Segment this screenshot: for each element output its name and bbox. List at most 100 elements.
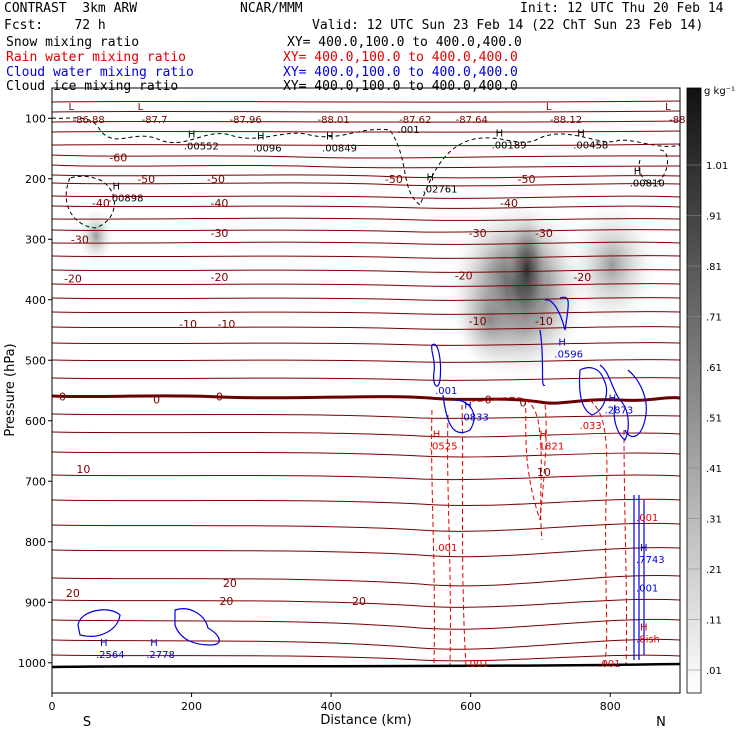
field-xy-snow: XY= 400.0,100.0 to 400.0,400.0 <box>287 35 522 50</box>
contour-value: .001 <box>598 659 620 670</box>
high-marker: H <box>150 638 158 649</box>
contour-value: .001 <box>466 659 488 670</box>
high-marker: H <box>464 401 472 412</box>
x-tick-label: 200 <box>181 700 202 713</box>
contour-value: .033 <box>580 421 602 432</box>
y-tick-label: 600 <box>25 415 46 428</box>
high-value: .2778 <box>146 650 175 661</box>
rain-water-contours <box>431 396 628 669</box>
isotherm-label: 20 <box>219 595 233 608</box>
valid-time: Valid: 12 UTC Sun 23 Feb 14 (22 ChT Sun … <box>312 18 704 33</box>
colorbar-label: .91 <box>706 212 722 223</box>
high-marker: H <box>326 131 334 142</box>
x-tick-label: 800 <box>600 700 621 713</box>
contour-value: .001 <box>636 583 658 594</box>
isotherm-label: -30 <box>469 227 487 240</box>
colorbar-label: .31 <box>706 515 722 526</box>
high-marker: H <box>577 128 585 139</box>
isotherm-label: -50 <box>137 173 155 186</box>
y-tick-label: 900 <box>25 596 46 609</box>
y-tick-label: 800 <box>25 536 46 549</box>
high-value: .00898 <box>109 194 144 205</box>
isotherms <box>52 100 680 662</box>
high-marker: H <box>634 167 642 178</box>
colorbar-ramp <box>686 87 702 694</box>
low-value: -87.62 <box>399 115 431 126</box>
isotherm-label: 10 <box>537 466 551 479</box>
colorbar-label: .81 <box>706 262 722 273</box>
high-marker: H <box>609 393 617 404</box>
high-marker: H <box>188 130 196 141</box>
isotherm-label: -10 <box>535 315 553 328</box>
isotherm-label: -20 <box>455 270 473 283</box>
high-marker: H <box>540 430 548 441</box>
high-value: .0096 <box>253 143 282 154</box>
plot-area <box>52 100 680 669</box>
colorbar-label: .21 <box>706 565 722 576</box>
isotherm-label: 0 <box>59 391 66 404</box>
high-marker: H <box>100 638 108 649</box>
high-value: .00810 <box>630 179 665 190</box>
field-label-cloud-water: Cloud water mixing ratio <box>6 65 194 80</box>
high-value: .0525 <box>429 442 458 453</box>
y-tick-label: 200 <box>25 173 46 186</box>
y-tick-label: 700 <box>25 475 46 488</box>
isotherm-label: -30 <box>71 233 89 246</box>
low-value: -87.7 <box>142 115 168 126</box>
isotherm-label: -60 <box>109 152 127 165</box>
colorbar-label: .61 <box>706 363 722 374</box>
field-label-cloud-ice: Cloud ice mixing ratio <box>6 79 179 94</box>
low-value: -87.64 <box>456 115 488 126</box>
contour-value: .001 <box>397 125 419 136</box>
low-marker: L <box>665 102 671 113</box>
y-tick-label: 300 <box>25 233 46 246</box>
high-marker: H <box>640 623 648 634</box>
low-marker: L <box>546 102 552 113</box>
high-value: .00552 <box>184 142 219 153</box>
isotherm-label: -10 <box>217 318 235 331</box>
isotherm-label: 20 <box>352 595 366 608</box>
colorbar-label: 1.01 <box>706 161 728 172</box>
colorbar-label: .71 <box>706 313 722 324</box>
contour-value: .001 <box>636 513 658 524</box>
chart-title: CONTRAST 3km ARW <box>4 1 138 16</box>
y-tick-label: 400 <box>25 294 46 307</box>
colorbar-label: .51 <box>706 414 722 425</box>
colorbar-label: .41 <box>706 464 722 475</box>
contour-value: .001 <box>435 386 457 397</box>
high-value: .0833 <box>460 413 489 424</box>
x-tick-label: 600 <box>460 700 481 713</box>
cloud-water-contours <box>77 296 647 660</box>
isotherm-label: -30 <box>535 227 553 240</box>
y-tick-label: 1000 <box>18 657 46 670</box>
isotherm-label: -40 <box>92 197 110 210</box>
plot-frame <box>51 87 681 694</box>
high-value: .00458 <box>573 140 608 151</box>
ground-line <box>52 662 680 669</box>
high-value: .1821 <box>536 442 565 453</box>
high-marker: H <box>113 182 121 193</box>
low-marker: L <box>69 102 75 113</box>
forecast-hour: Fcst: 72 h <box>4 18 106 33</box>
high-marker: H <box>496 128 504 139</box>
isotherm-label: -10 <box>469 315 487 328</box>
low-value: -86.88 <box>73 115 105 126</box>
low-value: -87.96 <box>230 115 262 126</box>
high-value: .00849 <box>322 143 357 154</box>
field-xy-rain: XY= 400.0,100.0 to 400.0,400.0 <box>283 50 518 65</box>
isotherm-label: -50 <box>518 173 536 186</box>
high-marker: H <box>433 430 441 441</box>
colorbar-label: .11 <box>706 616 722 627</box>
high-value: .8ish <box>636 635 660 646</box>
high-value: .2873 <box>605 405 634 416</box>
y-tick-label: 100 <box>25 112 46 125</box>
isotherm-label: -20 <box>573 271 591 284</box>
low-marker: L <box>138 102 144 113</box>
colorbar: 1.01 .91 .81 .71 .61 .51 .41 .31 .21 .11 .01 g kg⁻… <box>686 86 735 694</box>
colorbar-unit: g kg⁻¹ <box>704 86 735 97</box>
cloud-ice-contour <box>52 117 680 206</box>
low-value: -88.01 <box>317 115 349 126</box>
high-marker: H <box>427 173 435 184</box>
isotherm-label: 0 <box>485 394 492 407</box>
